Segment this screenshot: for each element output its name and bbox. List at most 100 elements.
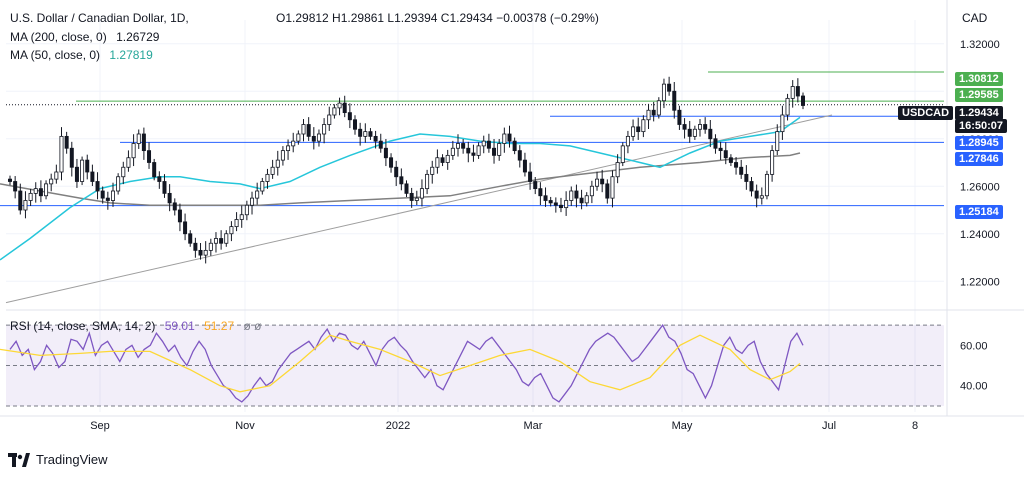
currency-label: CAD — [962, 11, 988, 25]
candle-body — [147, 150, 152, 163]
candle-body — [193, 242, 198, 251]
candle-body — [157, 176, 162, 182]
candle-body — [100, 190, 105, 199]
candle-body — [28, 192, 33, 201]
candle-body — [378, 140, 383, 149]
candle-body — [486, 140, 491, 149]
candle-body — [749, 181, 754, 192]
rsi-line — [9, 323, 804, 403]
rsi-extra: ø ø — [243, 319, 262, 333]
candle-body — [306, 124, 311, 137]
candle-body — [471, 152, 476, 156]
candle-body — [399, 176, 404, 185]
candle-body — [7, 178, 12, 182]
candle-body — [713, 138, 718, 149]
candle-body — [275, 159, 280, 168]
candle-body — [224, 233, 229, 244]
rsi-sma-line — [0, 334, 801, 393]
candle-body — [110, 190, 115, 201]
candle-body — [203, 249, 208, 256]
candle-body — [425, 173, 430, 190]
candle-body — [651, 109, 656, 116]
candle-body — [342, 102, 347, 114]
candle-body — [538, 188, 543, 197]
candle-body — [461, 143, 466, 149]
tradingview-logo[interactable]: TradingView — [8, 452, 108, 467]
candle-body — [795, 86, 800, 97]
candle-body — [301, 124, 306, 135]
candle-body — [605, 183, 610, 199]
candle-body — [23, 200, 28, 211]
candle-body — [641, 119, 646, 133]
candle-body — [739, 166, 744, 175]
candle-body — [703, 124, 708, 130]
candle-body — [775, 131, 780, 152]
candle-body — [198, 249, 203, 256]
axes: 1.320001.300001.280001.260001.240001.220… — [0, 0, 1024, 432]
ma200-legend: MA (200, close, 0) 1.26729 — [10, 30, 159, 44]
candle-body — [476, 145, 481, 156]
candle-body — [430, 166, 435, 175]
rsi-lines — [0, 323, 804, 403]
candle-body — [620, 145, 625, 163]
candle-body — [368, 131, 373, 137]
ma200-value: 1.26729 — [116, 30, 160, 44]
candle-body — [734, 162, 739, 168]
candle-body — [141, 133, 146, 152]
candle-body — [564, 200, 569, 209]
candle-body — [74, 166, 79, 182]
candle-body — [728, 157, 733, 163]
candle-body — [69, 147, 74, 168]
candle-body — [414, 197, 419, 201]
candle-body — [85, 159, 90, 173]
candle-body — [13, 181, 18, 192]
candle-body — [677, 109, 682, 125]
candle-body — [18, 190, 23, 211]
candle-body — [450, 147, 455, 156]
candle-body — [49, 178, 54, 185]
last-price-label: 1.29434 — [955, 106, 1003, 120]
tradingview-logo-text: TradingView — [36, 452, 108, 467]
candle-body — [801, 95, 806, 106]
candle-body — [522, 159, 527, 173]
candle-body — [600, 178, 605, 185]
rsi-band-background — [6, 324, 944, 407]
price-label-28945: 1.28945 — [955, 136, 1003, 150]
candle-body — [672, 90, 677, 111]
time-tick-label: May — [672, 420, 693, 432]
candle-body — [332, 107, 337, 116]
candle-body — [759, 195, 764, 199]
tradingview-logo-icon — [8, 452, 30, 467]
candle-body — [687, 128, 692, 137]
ascending-trendline — [5, 114, 833, 304]
candle-body — [208, 242, 213, 251]
candle-body — [419, 188, 424, 199]
candle-body — [790, 86, 795, 99]
time-tick-label: 2022 — [386, 420, 410, 432]
symbol-badge: USDCAD — [898, 106, 954, 120]
candle-body — [389, 157, 394, 168]
candle-body — [64, 135, 69, 149]
candle-body — [667, 83, 672, 92]
candle-body — [723, 150, 728, 159]
ma50-legend: MA (50, close, 0) 1.27819 — [10, 48, 153, 62]
candle-body — [188, 233, 193, 244]
time-tick-label: Sep — [90, 420, 110, 432]
candle-body — [337, 102, 342, 109]
price-tick-label: 1.24000 — [960, 229, 1000, 241]
candle-body — [754, 190, 759, 199]
rsi-value: 59.01 — [164, 319, 195, 333]
candle-body — [239, 214, 244, 220]
candle-body — [280, 150, 285, 161]
candle-body — [291, 140, 296, 147]
candle-body — [353, 119, 358, 130]
candle-body — [708, 128, 713, 140]
candle-body — [579, 197, 584, 204]
candle-body — [409, 192, 414, 201]
candle-body — [316, 133, 321, 142]
ohlc-readout: O1.29812 H1.29861 L1.29394 C1.29434 −0.0… — [276, 11, 599, 25]
candle-body — [363, 131, 368, 137]
rsi-label: RSI (14, close, SMA, 14, 2) — [10, 319, 156, 333]
candle-body — [770, 150, 775, 175]
